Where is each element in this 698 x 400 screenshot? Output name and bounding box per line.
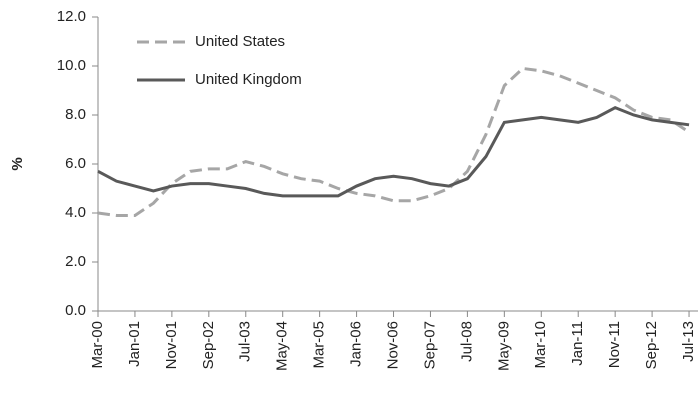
y-axis-label: % xyxy=(9,157,26,170)
x-tick-label: Mar-10 xyxy=(532,321,549,369)
series-line xyxy=(97,105,690,198)
y-tick-label: 10.0 xyxy=(57,57,86,74)
y-tick-label: 12.0 xyxy=(57,8,86,25)
legend-label: United States xyxy=(195,33,285,50)
series-line xyxy=(97,66,690,217)
x-tick-label: Jan-06 xyxy=(348,321,365,367)
x-tick-label: Nov-01 xyxy=(163,321,180,369)
y-tick-label: 0.0 xyxy=(65,302,86,319)
x-tick-label: May-09 xyxy=(495,321,512,371)
y-tick-label: 6.0 xyxy=(65,155,86,172)
y-tick-label: 4.0 xyxy=(65,204,86,221)
x-tick-label: Sep-12 xyxy=(643,321,660,369)
x-tick-label: Jul-03 xyxy=(237,321,254,362)
x-tick-label: May-04 xyxy=(274,321,291,371)
x-tick-label: Mar-00 xyxy=(89,321,106,369)
y-tick-label: 8.0 xyxy=(65,106,86,123)
x-tick-label: Jul-08 xyxy=(458,321,475,362)
x-tick-label: Sep-07 xyxy=(421,321,438,369)
legend-label: United Kingdom xyxy=(195,71,302,88)
x-tick-label: Nov-11 xyxy=(606,321,623,368)
x-tick-label: Nov-06 xyxy=(384,321,401,369)
x-tick-label: Jan-01 xyxy=(126,321,143,367)
x-tick-label: Jul-13 xyxy=(680,321,697,362)
x-tick-label: Mar-05 xyxy=(311,321,328,369)
y-tick-label: 2.0 xyxy=(65,253,86,270)
x-tick-label: Jan-11 xyxy=(569,321,586,366)
x-tick-label: Sep-02 xyxy=(200,321,217,369)
